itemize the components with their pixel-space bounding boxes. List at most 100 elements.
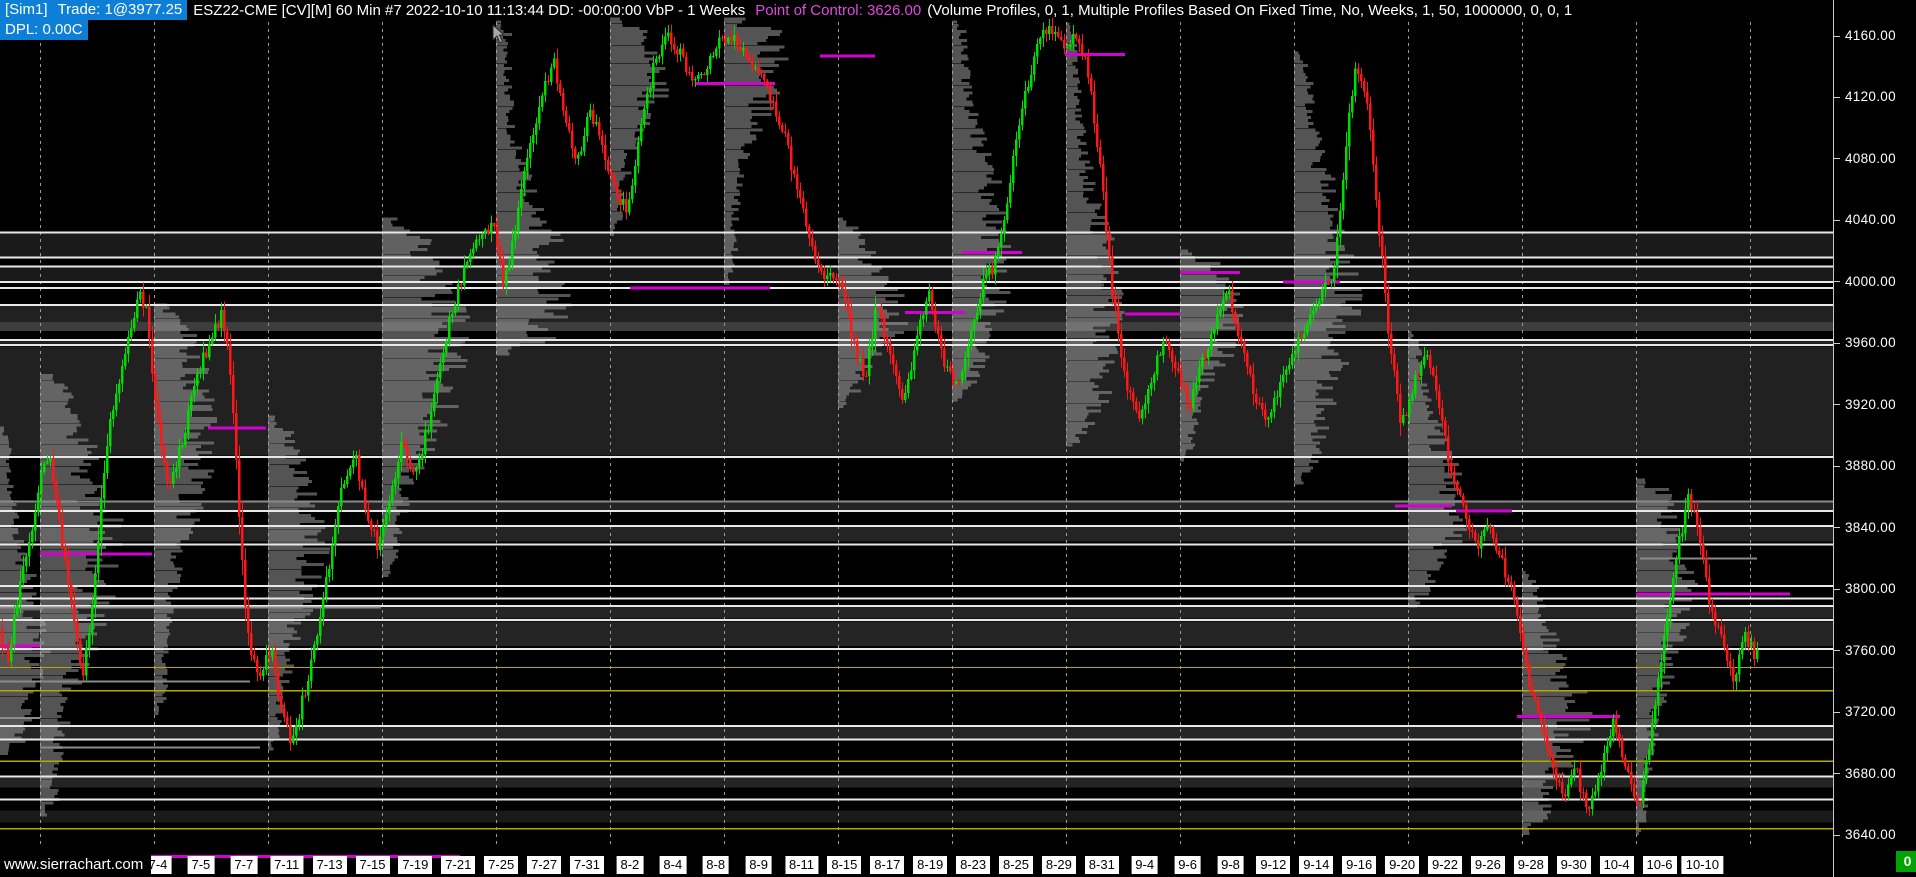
volume-profile-bar (154, 460, 184, 464)
candle-body (1021, 108, 1024, 126)
price-label: 4000.00 (1845, 273, 1896, 289)
candle-body (328, 569, 331, 577)
volume-profile-bar (268, 517, 316, 520)
volume-profile-bar (1408, 420, 1438, 424)
volume-profile-bar (952, 269, 1007, 273)
volume-profile-bar (1522, 804, 1552, 808)
candle-body (1411, 394, 1414, 401)
volume-profile-bar (1522, 776, 1557, 780)
volume-profile-bar (1522, 810, 1551, 814)
volume-profile-bar (0, 715, 25, 719)
candle-body (1378, 200, 1381, 236)
time-label: 10-4 (1599, 856, 1634, 874)
volume-profile-bar (0, 687, 24, 691)
volume-profile-bar (1522, 687, 1560, 691)
volume-profile-bar (268, 664, 295, 668)
volume-profile-bar (154, 466, 189, 470)
candle-body (1420, 365, 1423, 376)
volume-profile-bar (496, 235, 551, 239)
volume-profile-bar (0, 592, 37, 596)
candle-body (640, 124, 643, 142)
price-axis[interactable]: 0 4160.00 4120.00 4080.00 4040.00 4000.00 396… (1833, 0, 1916, 877)
volume-profile-bar (40, 801, 54, 805)
volume-profile-bar (1180, 268, 1211, 272)
candle-body (592, 110, 595, 124)
chart-area[interactable] (0, 0, 1833, 877)
volume-profile-bar (268, 560, 307, 563)
volume-profile-bar (1066, 34, 1077, 38)
volume-profile-bar (40, 755, 62, 759)
volume-profile-bar (40, 521, 98, 525)
volume-profile-bar (154, 567, 183, 571)
volume-profile-bar (1636, 702, 1663, 706)
volume-profile-bar (382, 306, 467, 310)
candle-body (694, 79, 697, 81)
volume-profile-bar (40, 693, 62, 697)
volume-profile-bar (40, 684, 62, 688)
candle-body (289, 725, 292, 744)
volume-profile-bar (0, 549, 18, 553)
candle-body (1615, 718, 1618, 734)
volume-profile-bar (610, 137, 640, 141)
volume-profile-bar (1294, 309, 1362, 313)
volume-profile-bar (496, 122, 507, 126)
candle-body (451, 313, 454, 317)
volume-profile-bar (382, 235, 421, 239)
candle-body (721, 37, 724, 39)
candle-body (907, 379, 910, 393)
hline-white (0, 509, 1833, 512)
volume-profile-bar (952, 94, 969, 98)
volume-profile-bar (154, 693, 163, 697)
candle-body (1471, 530, 1474, 532)
candle-body (304, 695, 307, 697)
volume-profile-bar (724, 281, 730, 285)
candle-body (1414, 374, 1417, 395)
candle-body (1594, 791, 1597, 796)
volume-profile-bar (496, 306, 566, 310)
volume-profile-bar (952, 278, 985, 282)
candle-body (757, 67, 760, 74)
volume-profile-bar (0, 429, 4, 433)
candle-body (469, 253, 472, 262)
candle-body (1642, 780, 1645, 803)
candle-body (400, 442, 403, 462)
volume-profile-bar (1066, 323, 1110, 327)
candle-body (1546, 735, 1549, 749)
volume-profile-bar (1066, 403, 1101, 407)
volume-profile-bar (610, 205, 618, 209)
candle-body (727, 37, 730, 43)
volume-profile-bar (1294, 297, 1362, 301)
candle-body (118, 383, 121, 394)
volume-profile-bar (724, 235, 736, 239)
volume-profile-bar (382, 417, 424, 421)
volume-profile-bar (268, 639, 284, 643)
volume-profile-bar (1408, 552, 1445, 556)
volume-profile-bar (1636, 715, 1653, 719)
candlestick-volume-profile-plot[interactable] (0, 0, 1833, 877)
candle-body (1111, 256, 1114, 296)
volume-profile-bar (1522, 828, 1529, 832)
volume-profile-bar (496, 100, 514, 104)
candle-body (625, 199, 628, 213)
candle-body (1384, 256, 1387, 294)
volume-profile-bar (40, 432, 73, 436)
candle-body (481, 234, 484, 240)
volume-profile-bar (1522, 782, 1543, 786)
candle-body (637, 141, 640, 167)
candle-body (1435, 375, 1438, 392)
candle-body (1144, 403, 1147, 410)
volume-profile-bar (1066, 348, 1118, 351)
candle-body (1153, 374, 1156, 384)
volume-profile-bar (1408, 472, 1462, 476)
volume-profile-bar (382, 232, 407, 236)
volume-profile-bar (1294, 217, 1331, 221)
volume-profile-bar (40, 374, 53, 378)
volume-profile-bar (496, 73, 504, 76)
volume-profile-bar (952, 315, 979, 319)
volume-profile-bar (154, 623, 170, 626)
volume-profile-bar (0, 497, 12, 500)
volume-profile-bar (40, 589, 83, 593)
volume-profile-bar (1180, 431, 1196, 434)
volume-profile-bar (0, 681, 36, 685)
volume-profile-bar (382, 398, 435, 402)
